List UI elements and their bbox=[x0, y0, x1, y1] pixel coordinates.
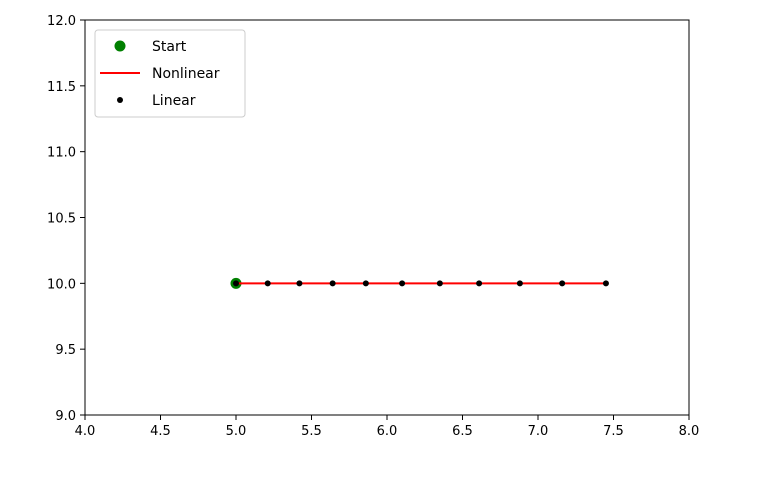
x-tick-label: 7.0 bbox=[528, 424, 549, 439]
linear-point bbox=[329, 280, 336, 287]
linear-point bbox=[362, 280, 369, 287]
linear-point bbox=[264, 280, 271, 287]
x-tick-label: 4.5 bbox=[150, 424, 171, 439]
y-tick-label: 12.0 bbox=[47, 14, 76, 29]
x-tick-label: 4.0 bbox=[75, 424, 96, 439]
linear-point bbox=[399, 280, 406, 287]
x-tick-label: 6.0 bbox=[377, 424, 398, 439]
linear-point bbox=[436, 280, 443, 287]
legend-start-handle bbox=[114, 40, 126, 52]
legend-label: Linear bbox=[152, 93, 196, 109]
legend-linear-handle bbox=[117, 97, 123, 103]
x-tick-label: 8.0 bbox=[679, 424, 700, 439]
linear-point bbox=[602, 280, 609, 287]
linear-point bbox=[559, 280, 566, 287]
legend-label: Nonlinear bbox=[152, 66, 220, 82]
legend: Start Nonlinear Linear bbox=[94, 29, 246, 118]
x-tick-label: 5.0 bbox=[226, 424, 247, 439]
y-tick-label: 11.0 bbox=[47, 146, 76, 161]
x-tick-label: 6.5 bbox=[452, 424, 473, 439]
x-tick-label: 5.5 bbox=[301, 424, 322, 439]
linear-point bbox=[233, 280, 239, 287]
y-tick-label: 10.5 bbox=[47, 212, 76, 227]
ticks-layer: 4.0 4.5 5.0 5.5 6.0 6.5 7.0 7.5 8.0 9.0 9.5 10.0 10.… bbox=[47, 14, 699, 439]
linear-point bbox=[516, 280, 523, 287]
y-tick-label: 9.0 bbox=[55, 409, 76, 424]
x-tick-label: 7.5 bbox=[603, 424, 624, 439]
linear-point bbox=[296, 280, 303, 287]
legend-label: Start bbox=[152, 39, 187, 55]
y-tick-label: 9.5 bbox=[55, 343, 76, 358]
y-tick-label: 10.0 bbox=[47, 277, 76, 292]
series-layer bbox=[230, 277, 609, 289]
legend-box bbox=[94, 29, 246, 118]
y-tick-label: 11.5 bbox=[47, 80, 76, 95]
linear-point bbox=[476, 280, 483, 287]
